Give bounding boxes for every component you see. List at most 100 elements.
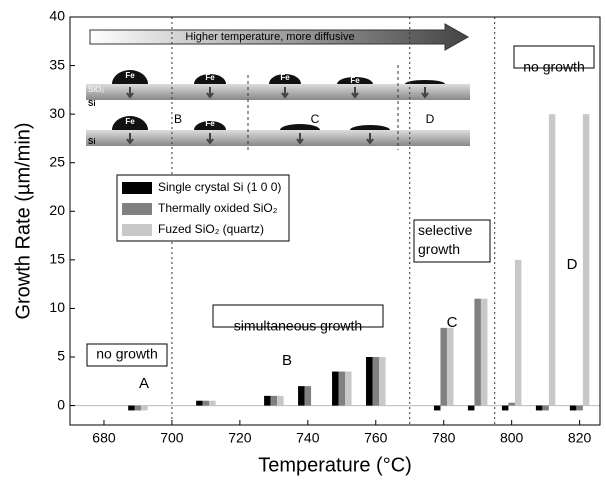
x-tick-label: 760 <box>364 430 388 446</box>
legend-label: Fuzed SiO₂ (quartz) <box>158 222 264 236</box>
y-tick-label: 20 <box>49 202 65 218</box>
bar <box>535 405 543 411</box>
annotation-box <box>212 304 384 328</box>
bar <box>277 395 284 406</box>
inset-diffusion-arrow <box>126 87 134 99</box>
bar <box>264 395 271 406</box>
inset-fe-particle <box>280 124 320 130</box>
bar <box>304 386 312 406</box>
inset-fe-particle <box>112 70 148 84</box>
inset-arrow-text: Higher temperature, more diffusive <box>185 31 354 43</box>
bar <box>440 327 447 406</box>
inset-fe-particle <box>337 77 373 84</box>
inset-diffusion-arrow <box>206 133 214 145</box>
legend-label: Single crystal Si (1 0 0) <box>158 180 281 194</box>
inset-diffusion-arrow <box>296 133 304 145</box>
bar <box>446 327 454 406</box>
bar <box>480 298 488 406</box>
x-tick-label: 800 <box>500 430 524 446</box>
annotation: D <box>567 256 578 273</box>
inset-schematic: Higher temperature, more diffusive Fe Fe Fe… <box>86 23 470 150</box>
inset-stage-label: D <box>426 112 435 126</box>
inset-stage-label: C <box>311 112 320 126</box>
inset-diffusion-arrow <box>206 87 214 99</box>
x-tick-label: 820 <box>568 430 592 446</box>
y-tick-label: 25 <box>49 153 65 169</box>
bar <box>270 395 278 406</box>
inset-substrate <box>86 130 470 146</box>
bar <box>298 386 305 406</box>
x-tick-label: 700 <box>160 430 184 446</box>
y-tick-label: 0 <box>57 396 65 412</box>
inset-fe-label: Fe <box>205 119 215 128</box>
inset-diffusion-arrow <box>351 87 359 99</box>
inset-fe-particle <box>405 80 445 84</box>
inset-fe-particle <box>350 125 390 130</box>
inset-substrate <box>86 84 470 100</box>
x-tick-label: 720 <box>228 430 252 446</box>
bar <box>202 400 210 406</box>
annotation: C <box>447 314 458 331</box>
y-tick-label: 5 <box>57 348 65 364</box>
x-tick-label: 740 <box>296 430 320 446</box>
annotation: no growth <box>523 59 584 75</box>
bar <box>514 259 522 406</box>
inset-diffusion-arrow <box>421 87 429 99</box>
bar <box>542 405 549 411</box>
bar <box>433 405 441 411</box>
x-tick-label: 780 <box>432 430 456 446</box>
y-tick-label: 10 <box>49 299 65 315</box>
legend-swatch <box>122 182 152 194</box>
legend-swatch <box>122 203 152 215</box>
inset-diffusion-arrow <box>126 133 134 145</box>
legend-label: Thermally oxided SiO₂ <box>158 201 278 215</box>
bar <box>128 405 135 411</box>
bar <box>209 400 216 406</box>
bar <box>569 405 577 411</box>
y-tick-label: 30 <box>49 105 65 121</box>
inset-si-label: Si <box>88 99 96 108</box>
bar <box>379 357 386 406</box>
bar <box>332 371 339 406</box>
bar <box>467 405 475 411</box>
annotation-box <box>86 343 168 367</box>
inset-fe-label: Fe <box>280 73 290 82</box>
inset-fe-label: Fe <box>125 71 135 80</box>
inset-stage-label: B <box>174 112 182 126</box>
bar <box>338 371 346 406</box>
bar <box>196 400 203 406</box>
bar <box>141 405 148 411</box>
bar <box>576 405 583 411</box>
annotation-box <box>513 45 595 69</box>
annotation: simultaneous growth <box>234 318 362 334</box>
inset-diffusion-arrow <box>281 87 289 99</box>
inset-diffusion-arrow <box>366 133 374 145</box>
x-tick-label: 680 <box>92 430 116 446</box>
inset-fe-particle <box>194 74 226 84</box>
y-tick-label: 35 <box>49 56 65 72</box>
bar <box>582 114 590 406</box>
plot-frame <box>69 16 601 426</box>
annotation: no growth <box>96 346 157 362</box>
inset-sio2-label: SiO₂ <box>88 85 104 94</box>
y-axis-title: Growth Rate (µm/min) <box>12 122 34 319</box>
inset-arrow <box>89 23 470 51</box>
inset-si-label: Si <box>88 137 96 146</box>
bar <box>474 298 481 406</box>
annotation: A <box>139 375 149 392</box>
bar <box>366 357 373 406</box>
annotation: selective growth <box>418 222 473 257</box>
inset-fe-particle <box>194 121 226 130</box>
bar <box>372 357 380 406</box>
y-tick-label: 40 <box>49 8 65 24</box>
y-tick-label: 15 <box>49 251 65 267</box>
inset-fe-label: Fe <box>350 76 360 85</box>
annotation: B <box>282 352 292 369</box>
bar <box>345 371 352 406</box>
inset-fe-label: Fe <box>205 73 215 82</box>
bar <box>508 402 515 406</box>
bar <box>501 405 509 411</box>
inset-fe-particle <box>269 74 301 84</box>
annotation-box <box>413 219 491 263</box>
